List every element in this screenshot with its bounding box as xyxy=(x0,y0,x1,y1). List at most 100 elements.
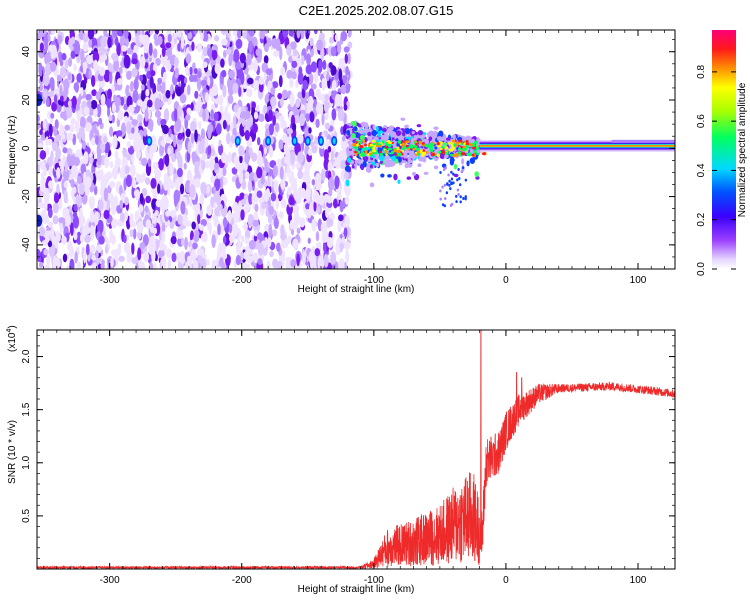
transition-hot xyxy=(377,145,383,148)
transition-hot xyxy=(476,152,480,155)
noise-blob xyxy=(342,75,347,85)
transition-hot xyxy=(473,140,479,144)
noise-blob xyxy=(321,77,326,91)
noise-blob xyxy=(64,124,70,131)
noise-blob xyxy=(270,87,276,95)
noise-blob xyxy=(161,46,166,58)
transition-hot xyxy=(471,154,475,157)
noise-blob xyxy=(176,229,184,240)
tail-blob xyxy=(452,172,455,176)
signal-track-drift xyxy=(611,139,675,143)
noise-blob xyxy=(340,85,347,95)
noise-blob xyxy=(137,247,142,261)
noise-blob xyxy=(268,109,273,122)
transition-hot xyxy=(475,147,480,151)
noise-blob xyxy=(214,63,221,75)
noise-blob xyxy=(207,76,211,86)
noise-blob xyxy=(201,152,208,161)
noise-blob xyxy=(148,30,154,35)
figure-title: C2E1.2025.202.08.07.G15 xyxy=(299,3,454,18)
noise-blob xyxy=(159,239,164,252)
noise-blob xyxy=(76,73,82,83)
transition-blob xyxy=(375,156,379,160)
noise-blob xyxy=(222,119,227,130)
snr-y-ticks: 0.5 1.0 1.5 2.0 xyxy=(21,334,675,559)
noise-blob xyxy=(85,176,92,189)
transition-blob xyxy=(346,129,351,136)
noise-blob xyxy=(37,120,41,131)
noise-blob xyxy=(103,30,108,37)
noise-blob xyxy=(199,194,205,207)
noise-blob xyxy=(71,95,77,109)
tail-blob xyxy=(461,166,465,170)
noise-blob xyxy=(47,207,53,219)
noise-blob xyxy=(281,89,288,100)
noise-blob xyxy=(289,219,294,230)
noise-blob xyxy=(133,44,139,53)
noise-blob xyxy=(149,124,153,132)
noise-blob xyxy=(340,30,348,42)
noise-blob xyxy=(245,110,251,120)
transition-blob xyxy=(410,137,415,142)
noise-blob xyxy=(170,235,177,245)
noise-blob xyxy=(337,44,342,54)
noise-blob xyxy=(278,139,284,150)
noise-blob xyxy=(186,258,193,267)
noise-blob xyxy=(297,151,304,164)
noise-blob xyxy=(296,133,304,144)
noise-blob xyxy=(225,132,231,145)
x-tick-label: -300 xyxy=(100,575,120,586)
noise-blob xyxy=(226,112,231,126)
noise-blob xyxy=(248,193,253,205)
noise-blob xyxy=(136,221,144,234)
noise-blob xyxy=(158,158,164,171)
tone-core xyxy=(266,138,270,145)
x-tick-label: -200 xyxy=(232,275,252,286)
noise-blob xyxy=(323,253,329,268)
noise-blob xyxy=(121,169,126,180)
noise-blob xyxy=(91,75,96,87)
noise-blob xyxy=(256,166,263,179)
transition-hot xyxy=(441,146,445,149)
noise-blob xyxy=(244,171,250,179)
noise-blob xyxy=(318,193,325,206)
noise-blob xyxy=(229,233,236,243)
noise-blob xyxy=(211,49,218,60)
noise-blob xyxy=(64,160,68,172)
noise-blob xyxy=(240,111,247,119)
noise-blob xyxy=(45,217,50,224)
transition-hot xyxy=(457,151,462,154)
noise-blob xyxy=(180,200,186,215)
transition-blob xyxy=(411,130,415,135)
noise-blob xyxy=(39,150,47,160)
transition-hot xyxy=(431,153,435,157)
transition-hot xyxy=(364,143,367,147)
noise-blob xyxy=(273,165,278,178)
noise-blob xyxy=(263,147,268,155)
transition-blob xyxy=(351,132,356,139)
noise-blob xyxy=(344,241,351,250)
noise-blob xyxy=(325,72,330,82)
transition-hot xyxy=(444,146,449,150)
y-tick-label: 20 xyxy=(21,94,32,106)
noise-blob xyxy=(196,43,203,53)
transition-blob xyxy=(453,163,458,170)
noise-blob xyxy=(264,158,268,169)
spectrogram-frame xyxy=(36,29,676,270)
transition-blob xyxy=(404,124,409,129)
noise-blob xyxy=(345,249,350,264)
noise-blob xyxy=(163,179,169,191)
noise-blob xyxy=(326,236,334,249)
noise-blob xyxy=(269,250,274,258)
noise-blob xyxy=(80,87,84,97)
noise-blob xyxy=(321,113,325,126)
noise-blob xyxy=(49,90,54,98)
noise-blob xyxy=(227,151,232,164)
noise-blob xyxy=(187,140,192,154)
noise-blob xyxy=(331,79,337,91)
noise-blob xyxy=(53,192,60,204)
noise-blob xyxy=(151,241,156,252)
noise-blob xyxy=(276,158,283,166)
noise-blob xyxy=(52,215,59,225)
noise-blob xyxy=(299,112,306,127)
